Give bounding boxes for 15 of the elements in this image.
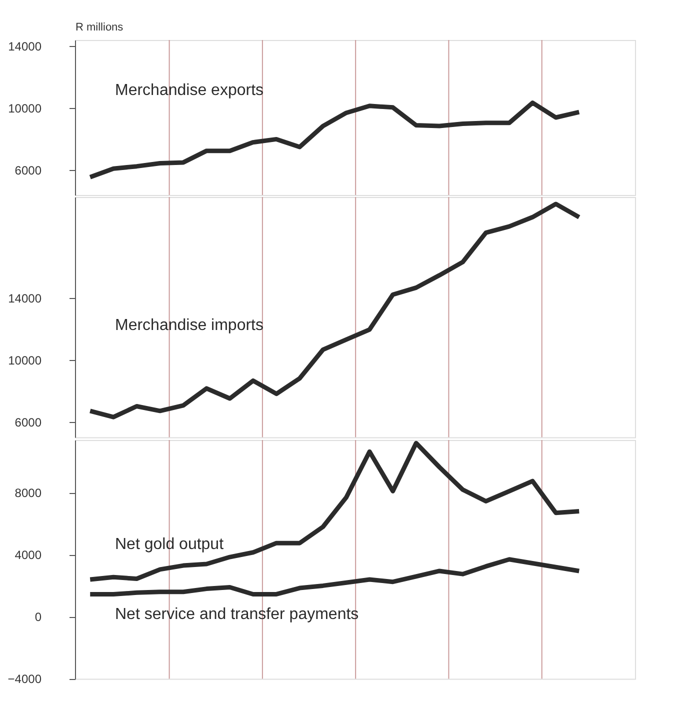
y-axis-title: R millions — [76, 22, 124, 34]
y-tick-label: 10000 — [8, 353, 42, 368]
y-tick-label: 8000 — [14, 486, 42, 500]
text: Merchandise imports — [115, 317, 264, 334]
series-label: Net gold output — [115, 536, 224, 553]
y-tick-label: 14000 — [8, 291, 42, 306]
y-tick-label: 0 — [34, 610, 42, 624]
y-tick-label: 4000 — [14, 548, 42, 562]
y-tick-label: 6000 — [14, 415, 42, 430]
y-tick-label: 14000 — [8, 40, 42, 54]
y-tick-label: 10000 — [8, 102, 42, 116]
y-tick-label: −4000 — [8, 672, 42, 686]
text: Merchandise exports — [115, 82, 264, 99]
series-label: Net service and transfer payments — [115, 606, 359, 623]
y-tick-label: 6000 — [14, 164, 42, 178]
